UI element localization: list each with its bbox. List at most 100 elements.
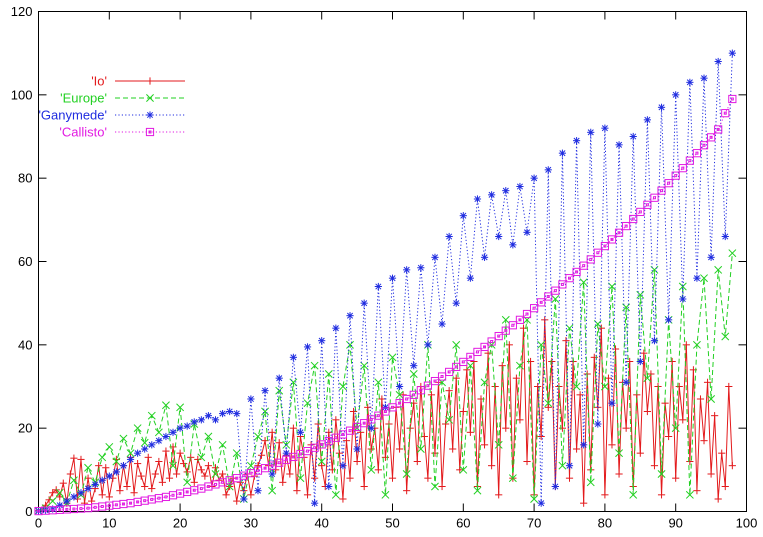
data-point bbox=[155, 457, 163, 466]
data-point bbox=[222, 491, 230, 499]
data-point bbox=[112, 457, 121, 466]
data-point bbox=[325, 482, 333, 491]
data-point bbox=[565, 324, 574, 333]
data-point bbox=[495, 491, 503, 499]
data-point bbox=[310, 361, 319, 370]
data-point bbox=[289, 424, 297, 432]
data-point bbox=[374, 466, 382, 474]
data-point bbox=[137, 472, 145, 480]
data-point bbox=[558, 280, 567, 289]
data-point bbox=[586, 255, 595, 264]
data-point bbox=[647, 370, 655, 378]
data-point bbox=[438, 320, 446, 328]
data-point bbox=[718, 449, 726, 457]
data-point bbox=[286, 470, 294, 478]
data-point bbox=[134, 449, 142, 457]
data-point bbox=[133, 424, 142, 433]
data-point bbox=[403, 266, 411, 274]
data-point bbox=[282, 440, 291, 449]
data-point bbox=[480, 342, 489, 352]
data-point bbox=[388, 403, 397, 412]
data-point bbox=[515, 361, 524, 370]
data-point bbox=[672, 474, 680, 482]
data-point bbox=[303, 491, 312, 499]
data-point bbox=[604, 374, 613, 382]
data-point bbox=[183, 422, 191, 430]
data-point bbox=[608, 441, 616, 449]
series-2 bbox=[34, 49, 736, 515]
data-point bbox=[508, 321, 517, 330]
data-point bbox=[169, 461, 177, 470]
data-point bbox=[77, 455, 85, 464]
data-point bbox=[311, 474, 319, 482]
data-point bbox=[172, 470, 181, 478]
data-point bbox=[134, 459, 142, 468]
data-point bbox=[331, 490, 340, 499]
data-point bbox=[34, 507, 43, 515]
data-point bbox=[381, 403, 390, 411]
data-point bbox=[473, 347, 482, 357]
data-point bbox=[614, 228, 624, 237]
data-point bbox=[431, 482, 439, 491]
data-point bbox=[413, 457, 421, 466]
data-point bbox=[165, 474, 174, 482]
data-point bbox=[49, 489, 57, 497]
data-point bbox=[268, 470, 276, 478]
data-point bbox=[346, 474, 354, 482]
data-point bbox=[565, 274, 574, 283]
data-point bbox=[587, 128, 595, 136]
data-point bbox=[544, 166, 552, 174]
data-point bbox=[608, 399, 616, 407]
data-point bbox=[572, 445, 581, 453]
legend-label: 'Ganymede' bbox=[38, 108, 107, 123]
data-point bbox=[423, 381, 432, 390]
data-point bbox=[56, 501, 64, 509]
data-point bbox=[671, 171, 680, 180]
data-point bbox=[187, 453, 195, 461]
data-point bbox=[381, 490, 390, 499]
data-point bbox=[148, 441, 156, 449]
data-point bbox=[692, 149, 702, 158]
data-point bbox=[204, 432, 213, 441]
data-point bbox=[629, 132, 637, 141]
data-point bbox=[615, 449, 624, 458]
data-point bbox=[119, 462, 128, 470]
data-point bbox=[98, 453, 107, 462]
data-point bbox=[151, 470, 159, 478]
data-point bbox=[488, 462, 496, 470]
data-point bbox=[296, 474, 305, 483]
data-point bbox=[130, 489, 138, 497]
data-point bbox=[491, 382, 499, 391]
y-tick-label: 20 bbox=[18, 421, 32, 436]
data-point bbox=[233, 409, 241, 418]
data-point bbox=[692, 340, 701, 349]
data-point bbox=[254, 487, 262, 495]
data-point bbox=[91, 503, 100, 512]
data-point bbox=[176, 449, 184, 457]
y-tick-label: 120 bbox=[11, 4, 33, 19]
data-point bbox=[402, 394, 411, 404]
data-point bbox=[466, 428, 474, 436]
data-point bbox=[594, 420, 602, 428]
data-point bbox=[84, 463, 93, 472]
data-point bbox=[473, 195, 482, 203]
data-point bbox=[403, 487, 411, 495]
data-point bbox=[430, 376, 440, 386]
data-point bbox=[452, 340, 461, 349]
data-point bbox=[360, 361, 369, 370]
data-point bbox=[548, 357, 556, 366]
data-point bbox=[176, 424, 184, 432]
data-point bbox=[721, 232, 729, 241]
data-point bbox=[197, 484, 206, 493]
data-point bbox=[261, 387, 269, 395]
data-point bbox=[693, 487, 701, 495]
legend-marker bbox=[146, 77, 154, 85]
data-point bbox=[686, 78, 694, 86]
data-point bbox=[98, 476, 106, 484]
data-point bbox=[534, 382, 542, 391]
data-point bbox=[452, 374, 460, 382]
series-layer bbox=[34, 49, 737, 516]
data-point bbox=[155, 437, 163, 445]
data-point bbox=[402, 470, 411, 478]
data-point bbox=[211, 416, 220, 424]
